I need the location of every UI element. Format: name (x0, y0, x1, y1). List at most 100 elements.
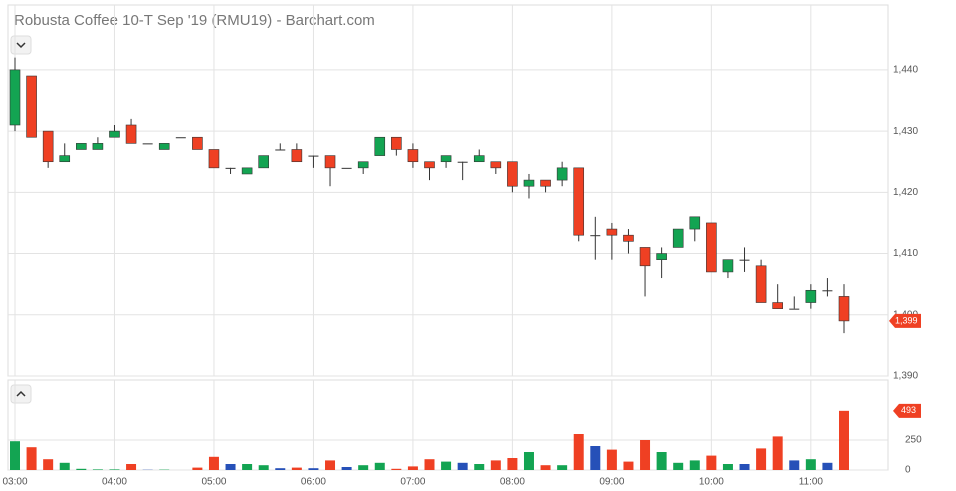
candle (722, 259, 734, 279)
candle-body (490, 161, 502, 169)
volume-bar (839, 410, 849, 470)
candle-body (175, 137, 186, 139)
candle-body (76, 143, 87, 150)
candle-body (341, 167, 352, 169)
volume-bar (275, 468, 286, 470)
volume-bar (706, 455, 717, 470)
candle (789, 296, 800, 310)
candle (573, 167, 585, 242)
candle (175, 137, 186, 139)
candle-body (672, 228, 684, 248)
last-volume-label: 493 (901, 405, 916, 415)
candle (357, 161, 369, 174)
candle-body (308, 155, 319, 157)
volume-bar (258, 465, 269, 470)
volume-bar (341, 467, 352, 470)
candle-body (573, 167, 585, 236)
candle (639, 247, 651, 297)
candle-body (142, 143, 153, 145)
candle (192, 136, 203, 150)
candle (507, 161, 518, 193)
price-pane (7, 4, 889, 377)
candle (391, 136, 402, 156)
candle (672, 228, 684, 248)
volume-bar (374, 462, 385, 470)
volume-bar (805, 459, 816, 470)
candle-body (507, 161, 518, 187)
candle (606, 222, 618, 260)
volume-bar (789, 460, 800, 470)
candle-body (523, 179, 535, 187)
volume-bar (490, 460, 501, 470)
candle (424, 161, 435, 181)
collapse-button[interactable] (10, 384, 32, 404)
volume-bar (10, 441, 20, 470)
candle-body (590, 235, 601, 237)
candle-body (457, 161, 468, 163)
candle (805, 284, 817, 309)
candle (59, 143, 71, 163)
candle-body (822, 290, 833, 292)
candle (42, 130, 54, 168)
y-tick-label: 1,440 (893, 65, 918, 76)
candle (772, 284, 783, 309)
candle (407, 143, 419, 168)
candle-body (424, 161, 435, 169)
candle-body (42, 130, 54, 163)
volume-bar (325, 460, 336, 470)
volume-bar (441, 461, 452, 470)
candle-body (9, 69, 21, 126)
candle-body (739, 259, 750, 261)
volume-bar (689, 460, 700, 470)
candle-body (275, 149, 286, 151)
volume-bar (457, 462, 468, 470)
candle-body (623, 234, 634, 242)
collapse-button[interactable] (10, 35, 32, 55)
volume-tick-label: 0 (905, 465, 911, 476)
volume-bar (109, 469, 120, 470)
candle-body (789, 308, 800, 310)
volume-bar (391, 468, 402, 470)
candle-body (440, 155, 452, 163)
candle-body (540, 179, 551, 187)
candle-body (192, 136, 203, 150)
candle (689, 216, 701, 242)
candle (656, 247, 667, 279)
candle-body (92, 143, 104, 150)
volume-pane (7, 379, 889, 471)
candle (457, 161, 468, 181)
volume-bar (407, 466, 418, 470)
candle-body (241, 167, 253, 175)
volume-bar (822, 462, 833, 470)
candle (324, 155, 336, 187)
volume-bar (772, 436, 783, 470)
candle (490, 161, 502, 174)
volume-bar (225, 464, 236, 470)
candle-body (755, 265, 767, 303)
volume-bar (523, 452, 534, 470)
volume-bar (308, 468, 319, 470)
candle-body (407, 149, 419, 163)
x-tick-label: 05:00 (201, 477, 226, 488)
volume-bar (557, 465, 568, 470)
candle-body (125, 124, 137, 144)
volume-bar (358, 465, 369, 470)
volume-bar (507, 458, 518, 470)
candle (208, 149, 220, 169)
candle (109, 124, 120, 138)
volume-bar (126, 464, 137, 470)
volume-bar (640, 440, 651, 470)
candle (755, 259, 767, 303)
x-tick-label: 08:00 (500, 477, 525, 488)
volume-bar (424, 459, 435, 470)
volume-bar (192, 467, 203, 470)
x-tick-label: 09:00 (599, 477, 624, 488)
volume-bar (76, 468, 87, 470)
x-tick-label: 07:00 (400, 477, 425, 488)
candle (125, 118, 137, 144)
x-tick-label: 04:00 (102, 477, 127, 488)
candle-body (291, 149, 303, 163)
candle (9, 57, 21, 132)
candle-body (26, 75, 37, 138)
candle (142, 143, 153, 145)
